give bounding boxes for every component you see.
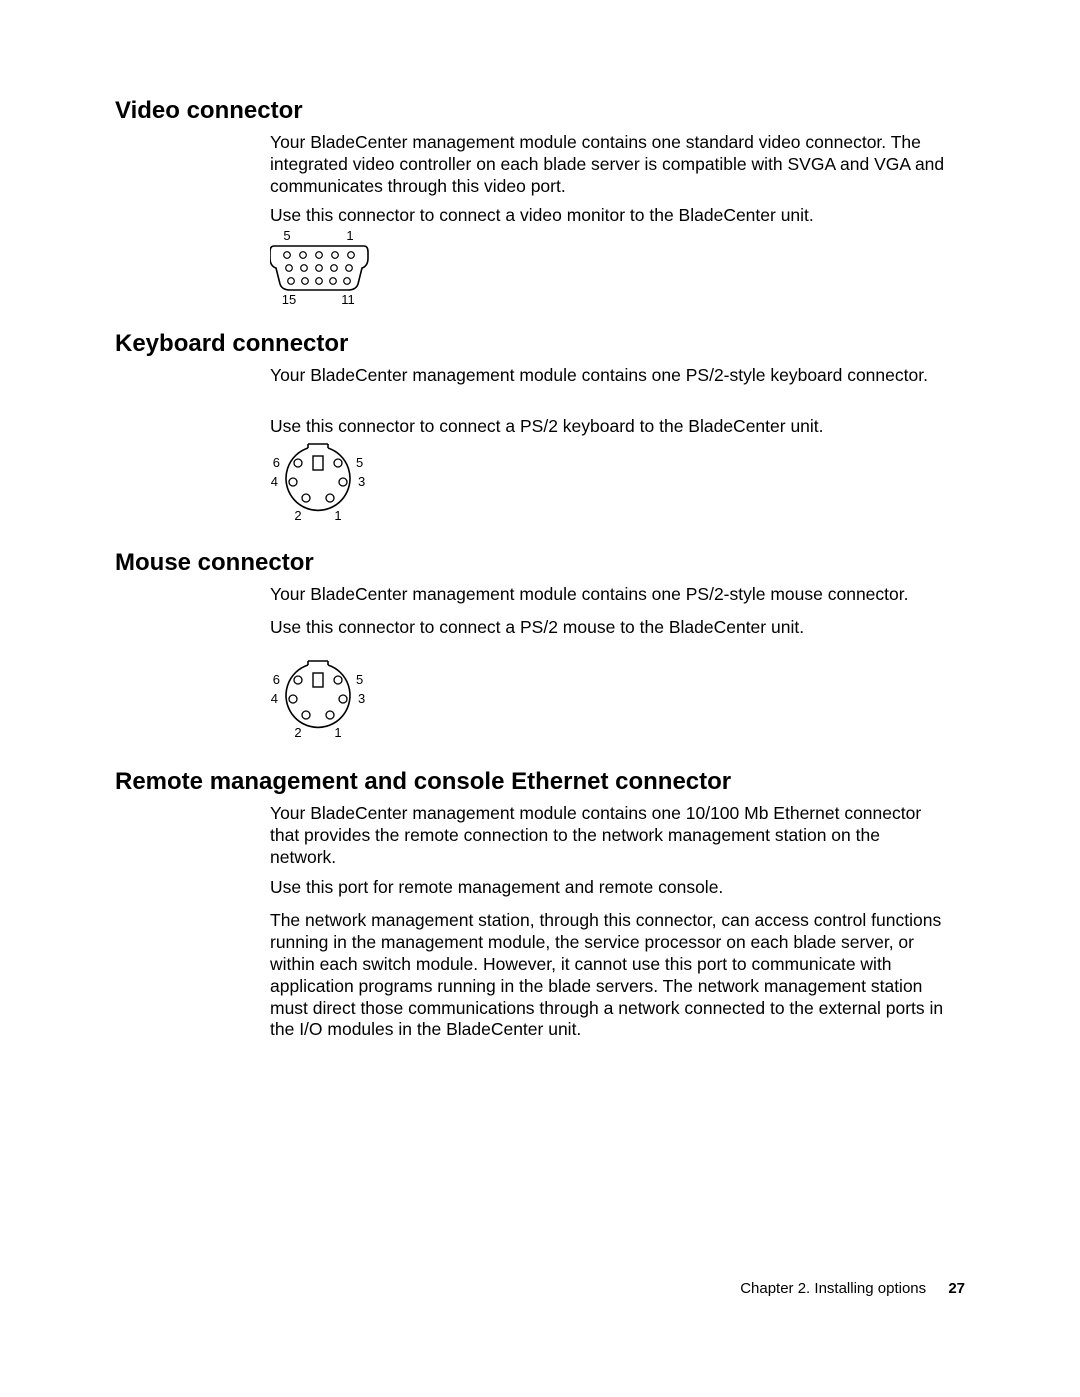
footer-chapter: Chapter 2. Installing options	[740, 1280, 926, 1297]
vga-pin-5-label: 5	[283, 228, 290, 243]
para-keyboard-1: Your BladeCenter management module conta…	[270, 365, 950, 387]
para-mouse-2: Use this connector to connect a PS/2 mou…	[270, 617, 950, 639]
page: Video connector Your BladeCenter managem…	[0, 0, 1080, 1397]
para-keyboard-2: Use this connector to connect a PS/2 key…	[270, 416, 950, 438]
ms-pin-5-label: 5	[356, 672, 363, 687]
diagram-ps2-mouse: 6 5 4 3 2 1	[268, 657, 368, 747]
diagram-vga-connector: 5 1 15 11	[270, 228, 400, 313]
ms-pin-4-label: 4	[271, 691, 278, 706]
ms-pin-6-label: 6	[273, 672, 280, 687]
kb-pin-1-label: 1	[334, 508, 341, 523]
diagram-ps2-keyboard: 6 5 4 3 2 1	[268, 440, 368, 530]
para-mouse-1: Your BladeCenter management module conta…	[270, 584, 950, 606]
para-ethernet-3: The network management station, through …	[270, 910, 950, 1041]
kb-pin-6-label: 6	[273, 455, 280, 470]
para-video-2: Use this connector to connect a video mo…	[270, 205, 950, 227]
heading-mouse-connector: Mouse connector	[115, 549, 314, 577]
kb-pin-2-label: 2	[294, 508, 301, 523]
heading-video-connector: Video connector	[115, 97, 303, 125]
vga-pin-1-label: 1	[346, 228, 353, 243]
ms-pin-2-label: 2	[294, 725, 301, 740]
para-video-1: Your BladeCenter management module conta…	[270, 132, 950, 198]
kb-pin-3-label: 3	[358, 474, 365, 489]
vga-pin-15-label: 15	[282, 292, 296, 307]
page-footer: Chapter 2. Installing options 27	[740, 1280, 965, 1297]
ms-pin-3-label: 3	[358, 691, 365, 706]
heading-ethernet-connector: Remote management and console Ethernet c…	[115, 768, 731, 796]
footer-page-number: 27	[948, 1280, 965, 1297]
para-ethernet-2: Use this port for remote management and …	[270, 877, 950, 899]
kb-pin-5-label: 5	[356, 455, 363, 470]
heading-keyboard-connector: Keyboard connector	[115, 330, 348, 358]
para-ethernet-1: Your BladeCenter management module conta…	[270, 803, 950, 869]
kb-pin-4-label: 4	[271, 474, 278, 489]
ms-pin-1-label: 1	[334, 725, 341, 740]
vga-pin-11-label: 11	[341, 292, 355, 307]
